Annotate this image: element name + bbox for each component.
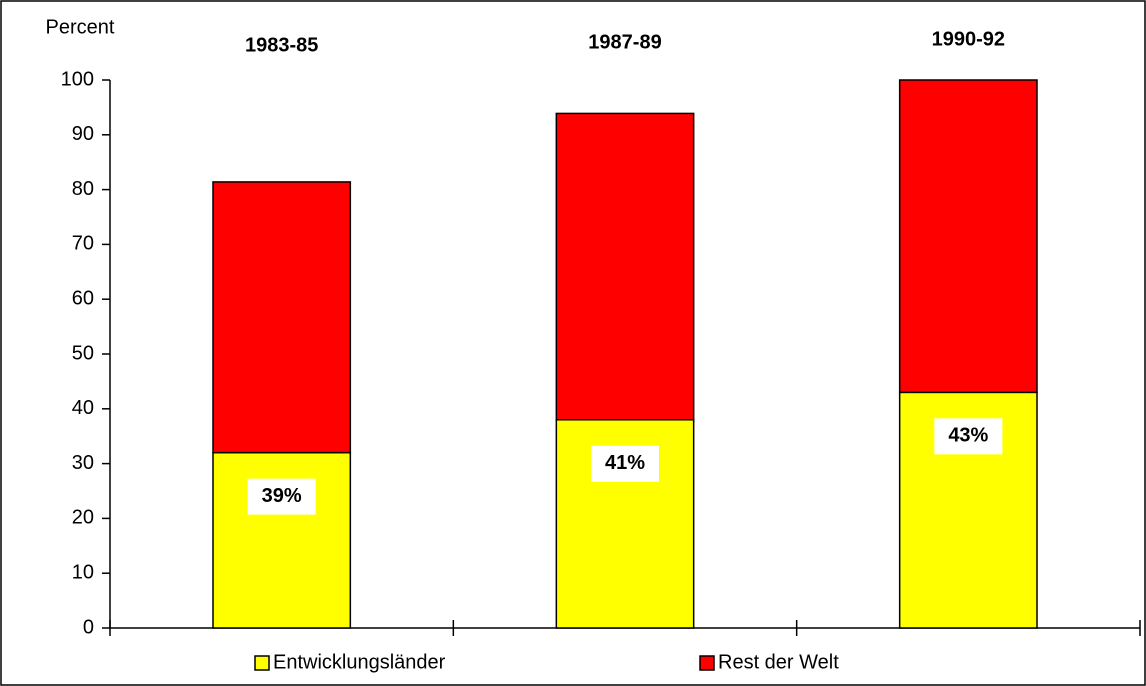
y-axis-label: Percent — [46, 16, 115, 38]
annotation-box — [934, 418, 1003, 455]
y-tick-label: 30 — [72, 452, 94, 474]
bar-segment — [898, 79, 1038, 394]
y-tick-label: 90 — [72, 123, 94, 145]
category-label: 1983-85 — [245, 34, 318, 56]
y-tick-label: 50 — [72, 342, 94, 364]
y-tick-label: 10 — [72, 561, 94, 583]
y-tick-label: 0 — [83, 616, 94, 638]
y-tick-label: 40 — [72, 397, 94, 419]
y-tick-label: 60 — [72, 287, 94, 309]
y-tick-label: 80 — [72, 178, 94, 200]
y-tick-label: 70 — [72, 233, 94, 255]
annotation: 43% — [948, 425, 988, 447]
bar-segment — [212, 181, 352, 454]
annotation: 39% — [262, 485, 302, 507]
legend-swatch — [699, 655, 715, 671]
y-tick-label: 20 — [72, 507, 94, 529]
legend-label: Entwicklungsländer — [273, 651, 446, 673]
annotation-box — [591, 445, 659, 482]
annotation: 41% — [605, 452, 645, 474]
annotation-box — [247, 478, 316, 515]
legend-swatch — [254, 655, 270, 671]
category-label: 1990-92 — [932, 28, 1005, 50]
y-tick-label: 100 — [61, 68, 94, 90]
bar-segment — [555, 112, 695, 421]
category-label: 1987-89 — [588, 31, 661, 53]
legend-label: Rest der Welt — [718, 651, 839, 673]
